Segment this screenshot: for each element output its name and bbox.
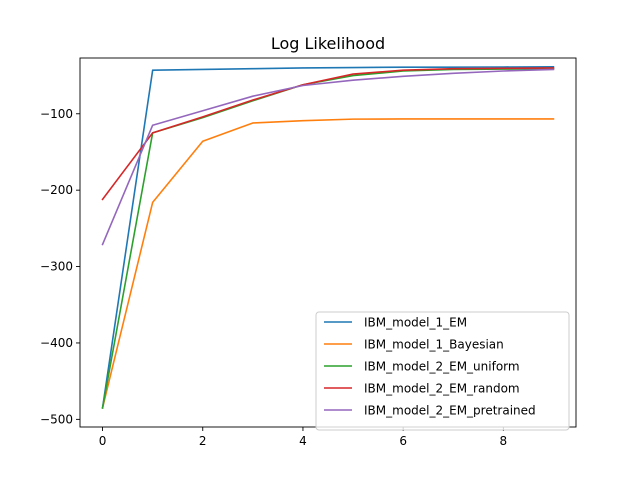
y-tick-label: −100 xyxy=(40,107,73,121)
y-tick-label: −400 xyxy=(40,336,73,350)
legend: IBM_model_1_EM IBM_model_1_Bayesian IBM_mo… xyxy=(315,311,570,431)
y-tick-label: −200 xyxy=(40,183,73,197)
axes: 0 2 4 6 8 −500 −400 −300 −200 −100 xyxy=(40,57,577,448)
legend-box xyxy=(315,311,570,431)
series-line-1 xyxy=(101,65,555,409)
series-line-2 xyxy=(101,118,555,409)
x-tick-label: 4 xyxy=(299,434,307,448)
series-line-5 xyxy=(101,68,555,246)
legend-label-2: IBM_model_1_Bayesian xyxy=(364,338,504,352)
series-line-4 xyxy=(101,67,555,201)
x-tick-label: 2 xyxy=(199,434,207,448)
x-tick-label: 0 xyxy=(99,434,107,448)
x-tick-label: 6 xyxy=(399,434,407,448)
y-tick-label: −500 xyxy=(40,412,73,426)
legend-label-5: IBM_model_2_EM_pretrained xyxy=(364,404,536,418)
x-tick-label: 8 xyxy=(500,434,508,448)
plot-area xyxy=(101,65,555,409)
legend-label-1: IBM_model_1_EM xyxy=(364,316,467,330)
legend-label-3: IBM_model_2_EM_uniform xyxy=(364,360,520,374)
y-tick-label: −300 xyxy=(40,260,73,274)
chart-title: Log Likelihood xyxy=(271,34,385,53)
legend-label-4: IBM_model_2_EM_random xyxy=(364,382,520,396)
